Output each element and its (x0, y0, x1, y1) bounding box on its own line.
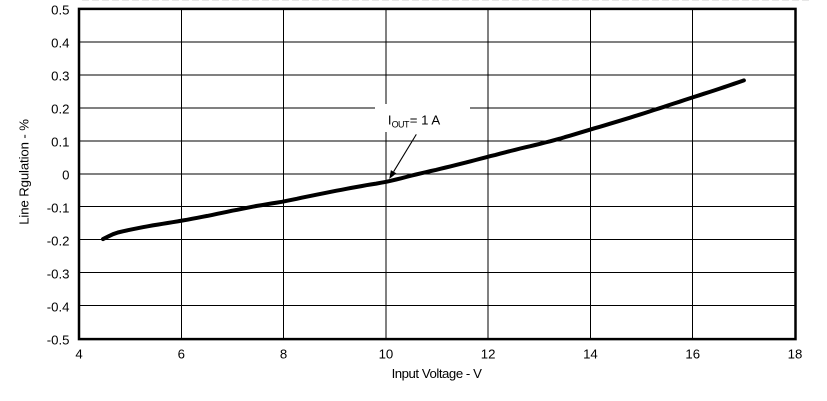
svg-text:0.3: 0.3 (51, 68, 69, 83)
svg-text:10: 10 (379, 347, 394, 362)
svg-text:0.2: 0.2 (51, 101, 69, 116)
svg-text:6: 6 (178, 347, 185, 362)
svg-text:14: 14 (583, 347, 598, 362)
svg-text:12: 12 (481, 347, 496, 362)
svg-text:18: 18 (788, 347, 803, 362)
svg-text:-0.1: -0.1 (47, 200, 70, 215)
svg-text:-0.5: -0.5 (47, 332, 70, 347)
svg-text:0.4: 0.4 (51, 35, 69, 50)
svg-text:Input Voltage - V: Input Voltage - V (392, 366, 483, 381)
svg-text:0.1: 0.1 (51, 134, 69, 149)
svg-text:16: 16 (685, 347, 700, 362)
svg-text:Line Rgulation - %: Line Rgulation - % (17, 119, 32, 225)
svg-text:-0.2: -0.2 (47, 233, 70, 248)
svg-text:-0.4: -0.4 (47, 299, 70, 314)
svg-text:0: 0 (62, 167, 69, 182)
svg-text:-0.3: -0.3 (47, 266, 70, 281)
svg-text:0.5: 0.5 (51, 2, 69, 17)
svg-text:8: 8 (280, 347, 287, 362)
svg-text:4: 4 (75, 347, 82, 362)
